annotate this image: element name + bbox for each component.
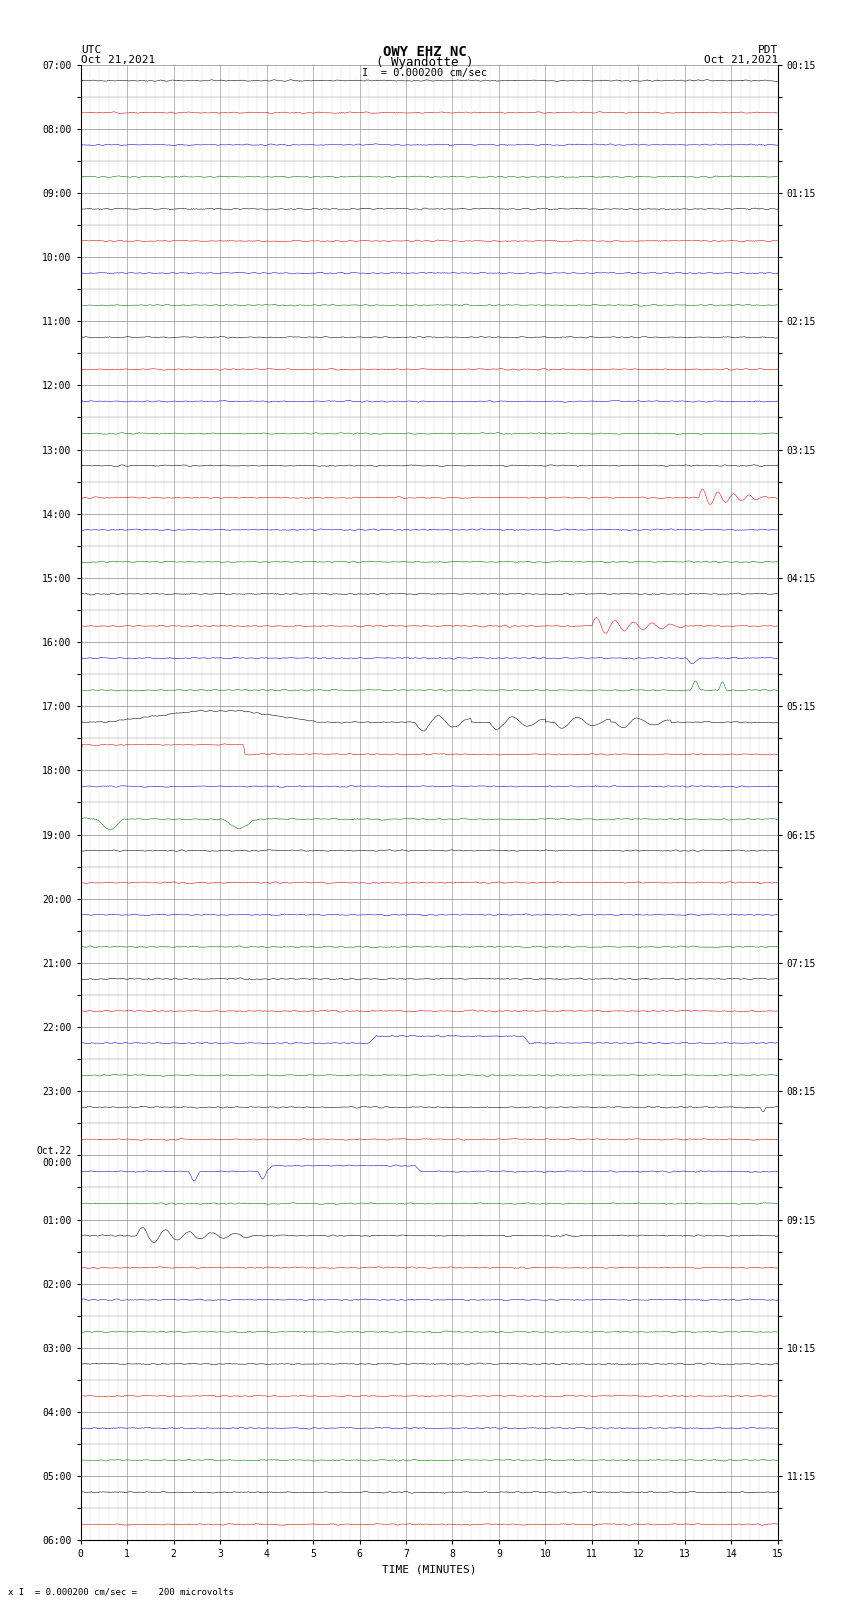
Text: I  = 0.000200 cm/sec: I = 0.000200 cm/sec <box>362 68 488 77</box>
X-axis label: TIME (MINUTES): TIME (MINUTES) <box>382 1565 477 1574</box>
Text: OWY EHZ NC: OWY EHZ NC <box>383 45 467 60</box>
Text: ( Wyandotte ): ( Wyandotte ) <box>377 56 473 69</box>
Text: PDT: PDT <box>757 45 778 55</box>
Text: Oct 21,2021: Oct 21,2021 <box>81 55 155 65</box>
Text: UTC: UTC <box>81 45 101 55</box>
Text: x I  = 0.000200 cm/sec =    200 microvolts: x I = 0.000200 cm/sec = 200 microvolts <box>8 1587 235 1597</box>
Text: Oct 21,2021: Oct 21,2021 <box>704 55 778 65</box>
